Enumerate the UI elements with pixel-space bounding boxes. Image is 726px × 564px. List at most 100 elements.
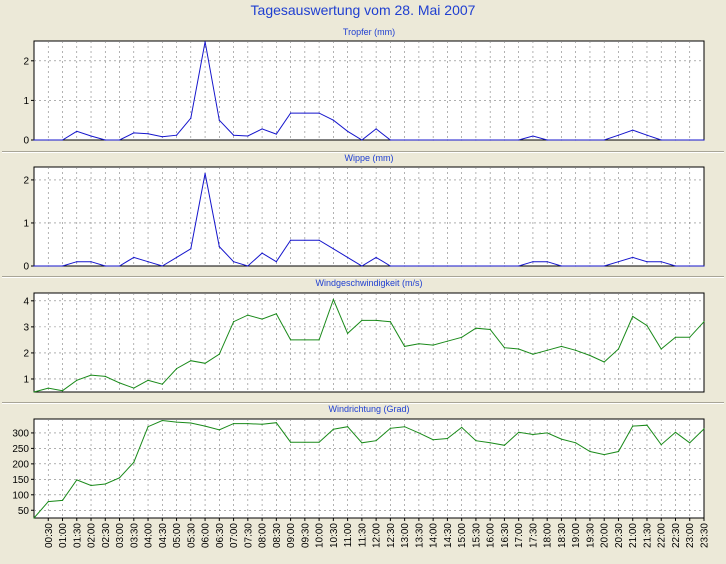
- data-point: [218, 429, 220, 431]
- data-point: [389, 265, 391, 267]
- x-tick-label: 23:00: [685, 523, 696, 548]
- x-tick-label: 06:30: [215, 523, 226, 548]
- x-tick-label: 13:00: [400, 523, 411, 548]
- chart-title: Windgeschwindigkeit (m/s): [315, 278, 422, 288]
- data-point: [560, 438, 563, 440]
- chart-title: Wippe (mm): [345, 153, 394, 163]
- data-point: [275, 313, 277, 315]
- x-tick-label: 09:00: [286, 523, 297, 548]
- data-point: [461, 265, 463, 267]
- data-point: [304, 441, 306, 443]
- data-point: [247, 423, 249, 425]
- data-point: [617, 261, 620, 263]
- data-point: [503, 265, 506, 267]
- data-point: [90, 484, 92, 487]
- x-tick-label: 16:30: [500, 523, 511, 548]
- y-tick-label: 300: [12, 428, 29, 439]
- data-point: [503, 444, 506, 446]
- y-tick-label: 200: [12, 459, 29, 470]
- data-point: [204, 425, 206, 427]
- y-tick-label: 0: [23, 136, 29, 147]
- data-point: [646, 424, 648, 426]
- data-point: [446, 437, 449, 440]
- x-tick-label: 10:30: [329, 523, 340, 548]
- data-point: [275, 261, 277, 263]
- y-tick-label: 150: [12, 475, 29, 486]
- x-tick-label: 10:00: [315, 523, 326, 548]
- data-point: [503, 139, 506, 141]
- x-tick-label: 03:00: [115, 523, 126, 548]
- x-tick-label: 21:30: [642, 523, 653, 548]
- data-point: [546, 261, 548, 263]
- chart-title: Tropfer (mm): [343, 27, 395, 37]
- data-point: [175, 256, 178, 258]
- data-point: [90, 261, 92, 263]
- data-point: [33, 517, 35, 519]
- data-point: [261, 423, 263, 425]
- page-title: Tagesauswertung vom 28. Mai 2007: [250, 2, 476, 18]
- data-point: [518, 348, 520, 350]
- data-point: [418, 432, 420, 434]
- data-point: [133, 387, 135, 389]
- data-point: [518, 265, 520, 267]
- x-tick-label: 03:30: [129, 523, 140, 548]
- data-point: [347, 332, 349, 334]
- data-point: [461, 139, 463, 141]
- chart-title: Windrichtung (Grad): [328, 404, 409, 414]
- x-tick-label: 18:30: [557, 523, 568, 548]
- data-point: [204, 41, 206, 43]
- data-point: [532, 261, 534, 263]
- y-tick-label: 0: [23, 262, 29, 273]
- panel-divider: [2, 276, 724, 278]
- plot-area: [33, 40, 705, 141]
- x-tick-label: 15:30: [471, 523, 482, 548]
- data-point: [518, 431, 520, 433]
- data-point: [218, 119, 220, 121]
- data-point: [432, 139, 434, 141]
- x-tick-label: 19:00: [571, 523, 582, 548]
- x-tick-label: 16:00: [486, 523, 497, 548]
- data-point: [90, 135, 92, 137]
- data-point: [375, 319, 377, 321]
- data-point: [318, 339, 320, 341]
- chart-panel: Wippe (mm) 0 1 2: [23, 153, 705, 273]
- data-point: [646, 134, 648, 136]
- y-tick-label: 1: [23, 96, 29, 107]
- series-line: [34, 41, 704, 141]
- data-point: [603, 139, 605, 141]
- data-point: [660, 261, 662, 263]
- data-point: [689, 442, 691, 444]
- x-tick-label: 22:00: [657, 523, 668, 548]
- data-point: [560, 139, 563, 141]
- x-tick-label: 04:00: [144, 523, 155, 548]
- x-tick-label: 06:00: [201, 523, 212, 548]
- data-point: [660, 444, 662, 446]
- data-point: [275, 133, 277, 135]
- data-point: [332, 248, 334, 250]
- data-point: [247, 135, 249, 137]
- data-point: [660, 139, 662, 141]
- data-point: [147, 133, 149, 135]
- data-point: [703, 428, 705, 430]
- x-tick-label: 08:00: [258, 523, 269, 548]
- data-point: [47, 387, 49, 389]
- data-point: [546, 139, 548, 141]
- data-point: [133, 256, 135, 258]
- data-point: [489, 328, 491, 331]
- y-tick-label: 2: [23, 56, 29, 67]
- y-tick-label: 1: [23, 374, 29, 385]
- data-point: [190, 248, 192, 250]
- data-point: [304, 239, 306, 241]
- data-point: [432, 265, 434, 267]
- x-axis-labels: 00:30 01:00 01:30 02:00 02:30 03:00 03:30 04:00…: [44, 518, 711, 548]
- data-point: [289, 112, 292, 114]
- data-point: [361, 265, 363, 267]
- data-point: [104, 265, 106, 267]
- y-tick-label: 1: [23, 218, 29, 229]
- data-point: [161, 419, 163, 422]
- data-point: [232, 261, 235, 263]
- chart-panel: Tropfer (mm) 0 1 2: [23, 27, 705, 147]
- data-point: [461, 336, 463, 338]
- data-point: [118, 477, 121, 479]
- x-tick-label: 01:00: [58, 523, 69, 548]
